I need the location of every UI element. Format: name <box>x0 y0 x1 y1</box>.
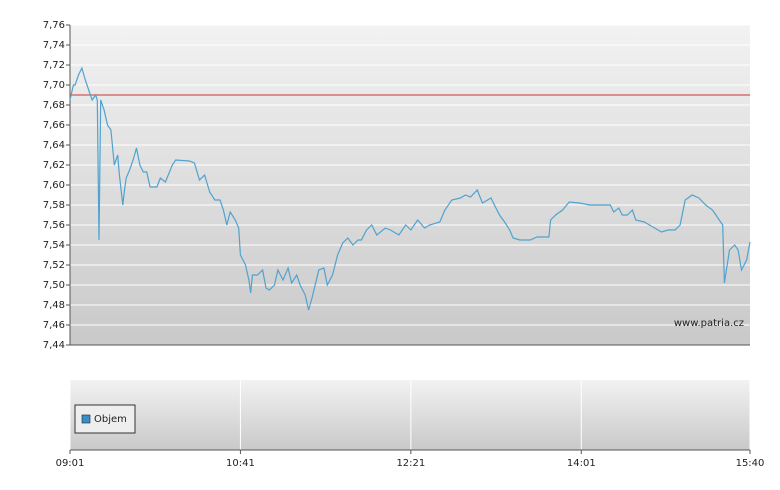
y-tick-label: 7,74 <box>43 40 65 51</box>
x-tick-label: 12:21 <box>396 458 425 469</box>
y-tick-label: 7,46 <box>43 320 65 331</box>
y-tick-label: 7,66 <box>43 120 65 131</box>
price-line <box>69 66 751 311</box>
y-tick-label: 7,44 <box>43 340 65 351</box>
y-tick-label: 7,68 <box>43 100 65 111</box>
legend-swatch <box>81 414 91 424</box>
x-tick-label: 09:01 <box>56 458 85 469</box>
x-tick-label: 14:01 <box>567 458 596 469</box>
x-tick-label: 15:40 <box>736 458 765 469</box>
y-tick-label: 7,52 <box>43 260 65 271</box>
y-tick-label: 7,64 <box>43 140 65 151</box>
y-tick-label: 7,62 <box>43 160 65 171</box>
y-tick-label: 7,76 <box>43 20 65 31</box>
y-tick-label: 7,50 <box>43 280 65 291</box>
y-tick-label: 7,70 <box>43 80 65 91</box>
x-tick-label: 10:41 <box>226 458 255 469</box>
y-tick-label: 7,60 <box>43 180 65 191</box>
y-tick-label: 7,54 <box>43 240 65 251</box>
y-tick-label: 7,58 <box>43 200 65 211</box>
y-tick-label: 7,72 <box>43 60 65 71</box>
y-tick-label: 7,48 <box>43 300 65 311</box>
y-tick-label: 7,56 <box>43 220 65 231</box>
volume-plot-area <box>70 380 750 450</box>
watermark: www.patria.cz <box>674 318 744 329</box>
legend-label: Objem <box>94 414 127 425</box>
